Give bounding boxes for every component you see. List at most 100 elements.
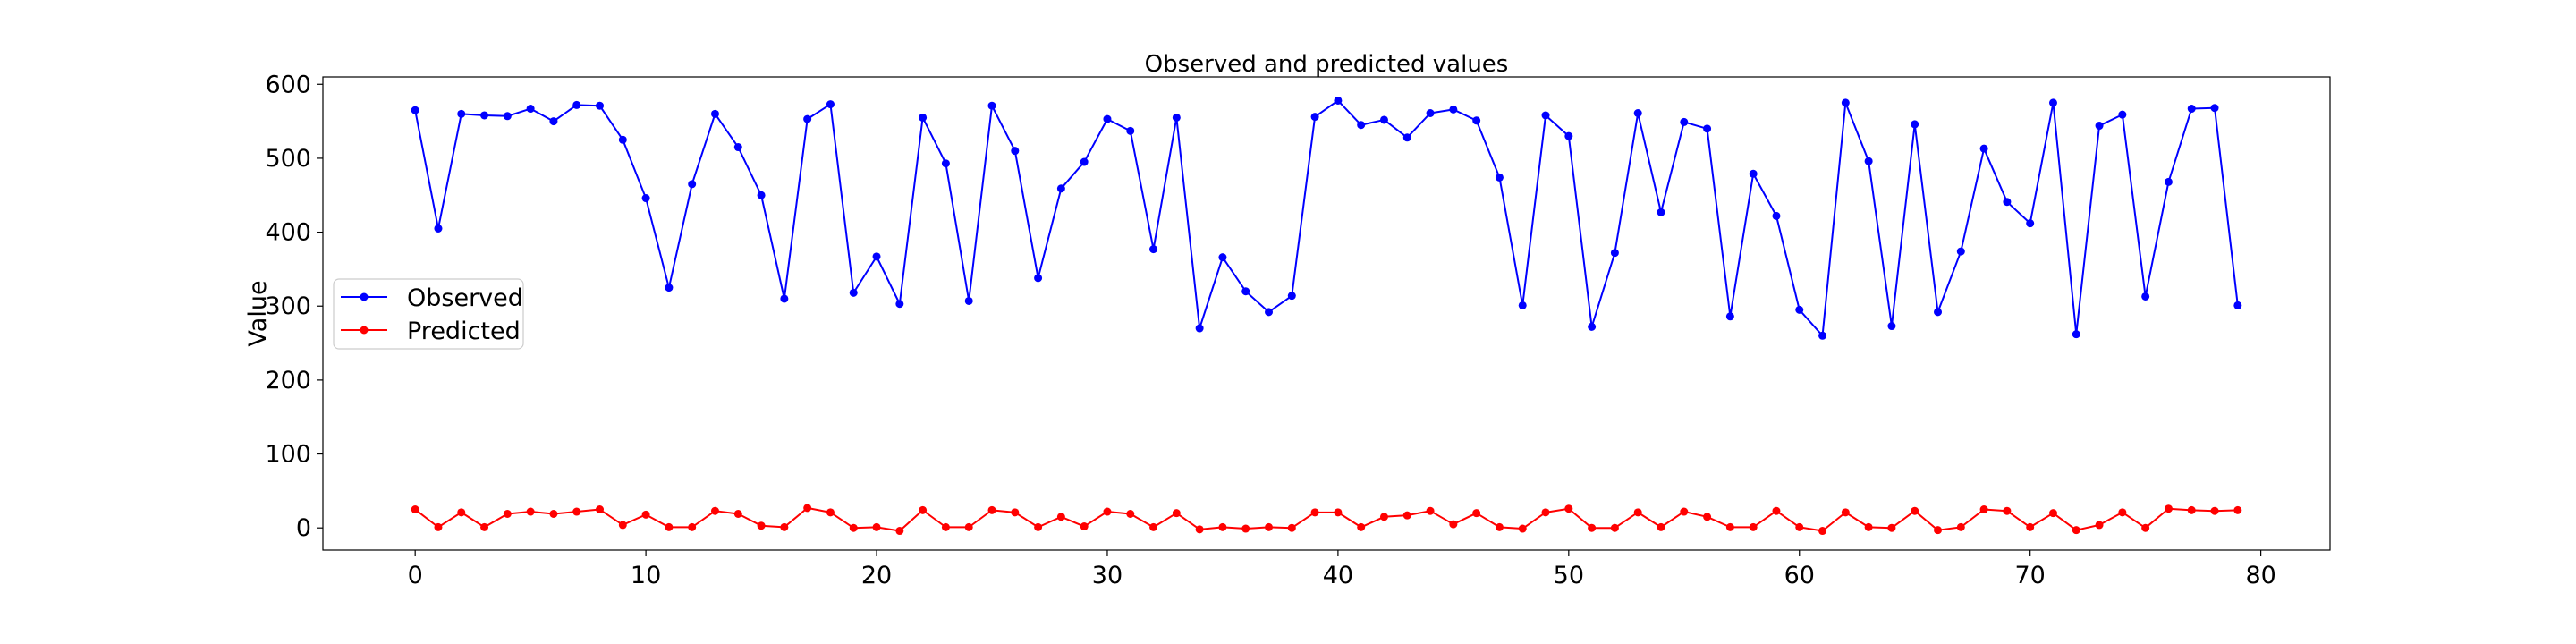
data-point-predicted — [688, 522, 697, 531]
data-point-predicted — [1011, 508, 1020, 517]
data-point-observed — [710, 109, 719, 118]
data-point-observed — [641, 194, 650, 203]
data-point-predicted — [2095, 521, 2104, 530]
data-point-predicted — [665, 522, 674, 531]
data-point-predicted — [457, 508, 466, 517]
data-point-observed — [1195, 324, 1204, 333]
data-point-predicted — [757, 521, 766, 530]
data-point-observed — [1172, 113, 1181, 122]
data-point-predicted — [596, 505, 605, 514]
data-point-predicted — [2026, 522, 2035, 531]
data-point-predicted — [1241, 524, 1250, 533]
data-point-predicted — [2118, 508, 2127, 517]
data-point-predicted — [2048, 509, 2057, 518]
data-point-observed — [1310, 113, 1319, 122]
data-point-predicted — [1357, 522, 1366, 531]
data-point-observed — [1518, 301, 1527, 309]
data-point-predicted — [1703, 513, 1712, 521]
data-point-observed — [1841, 98, 1850, 107]
data-point-observed — [480, 111, 489, 120]
data-point-predicted — [1588, 523, 1597, 532]
y-tick-label: 200 — [265, 367, 311, 394]
data-point-observed — [1449, 105, 1458, 114]
data-point-observed — [1495, 173, 1504, 182]
data-point-observed — [919, 113, 928, 122]
data-point-observed — [895, 300, 904, 309]
data-point-observed — [1541, 111, 1550, 120]
data-point-observed — [1265, 308, 1274, 317]
data-point-predicted — [1956, 522, 1965, 531]
y-tick-label: 0 — [296, 514, 311, 542]
data-point-predicted — [1749, 522, 1758, 531]
data-point-predicted — [526, 507, 535, 516]
legend-label-observed: Observed — [407, 284, 523, 312]
axes-layer: 0 10 20 30 40 50 60 70 80 0 100 200 300 400 500 600 — [265, 71, 2331, 589]
data-point-predicted — [1818, 527, 1827, 536]
data-point-observed — [1934, 308, 1943, 317]
data-point-predicted — [1080, 522, 1089, 531]
y-axis-label: Value — [244, 280, 272, 346]
data-point-observed — [618, 135, 627, 144]
data-point-predicted — [1218, 522, 1227, 531]
data-point-observed — [780, 294, 789, 303]
data-point-observed — [1357, 121, 1366, 130]
data-point-predicted — [1841, 508, 1850, 517]
x-tick-label: 80 — [2245, 562, 2275, 589]
data-point-predicted — [895, 527, 904, 536]
data-point-predicted — [1379, 513, 1388, 521]
legend-label-predicted: Predicted — [407, 318, 521, 345]
data-point-predicted — [780, 522, 789, 531]
data-point-observed — [2048, 98, 2057, 107]
data-point-predicted — [1495, 522, 1504, 531]
data-point-predicted — [503, 510, 512, 518]
data-point-observed — [2141, 292, 2150, 301]
data-point-observed — [1218, 253, 1227, 262]
data-point-predicted — [2187, 505, 2196, 514]
data-point-observed — [572, 100, 581, 109]
x-tick-label: 40 — [1323, 562, 1353, 589]
data-point-predicted — [1126, 510, 1135, 518]
legend-marker-observed — [360, 292, 369, 301]
data-point-predicted — [2210, 506, 2219, 515]
data-point-predicted — [2233, 505, 2242, 514]
data-point-predicted — [941, 522, 950, 531]
x-tick-label: 70 — [2015, 562, 2046, 589]
data-point-observed — [2026, 219, 2035, 228]
data-point-predicted — [1864, 522, 1873, 531]
data-point-observed — [1402, 133, 1411, 142]
data-point-predicted — [826, 508, 835, 517]
data-point-predicted — [1657, 522, 1665, 531]
data-point-predicted — [618, 521, 627, 530]
data-point-predicted — [1172, 509, 1181, 518]
data-point-observed — [1103, 114, 1112, 123]
data-point-predicted — [480, 522, 489, 531]
data-point-predicted — [1795, 522, 1804, 531]
data-point-predicted — [1518, 524, 1527, 533]
data-point-observed — [1680, 117, 1689, 126]
data-point-observed — [2187, 105, 2196, 114]
y-tick-label: 100 — [265, 441, 311, 469]
data-point-observed — [549, 117, 558, 126]
data-point-observed — [849, 288, 858, 297]
data-point-observed — [1956, 247, 1965, 256]
data-point-predicted — [1310, 508, 1319, 517]
data-point-observed — [2003, 198, 2012, 207]
data-point-predicted — [1633, 508, 1642, 517]
data-point-observed — [503, 112, 512, 121]
data-point-observed — [987, 101, 996, 110]
data-point-observed — [2210, 104, 2219, 113]
data-point-observed — [411, 106, 419, 114]
data-point-predicted — [919, 505, 928, 514]
data-point-predicted — [710, 506, 719, 515]
data-point-observed — [1864, 157, 1873, 165]
data-point-observed — [2233, 301, 2242, 309]
legend: Observed Predicted — [333, 278, 524, 350]
x-tick-label: 20 — [861, 562, 892, 589]
legend-marker-predicted — [360, 326, 369, 335]
x-tick-label: 30 — [1092, 562, 1123, 589]
data-point-predicted — [1034, 522, 1043, 531]
data-point-predicted — [872, 522, 881, 531]
data-point-predicted — [1934, 526, 1943, 535]
data-point-observed — [2095, 122, 2104, 131]
